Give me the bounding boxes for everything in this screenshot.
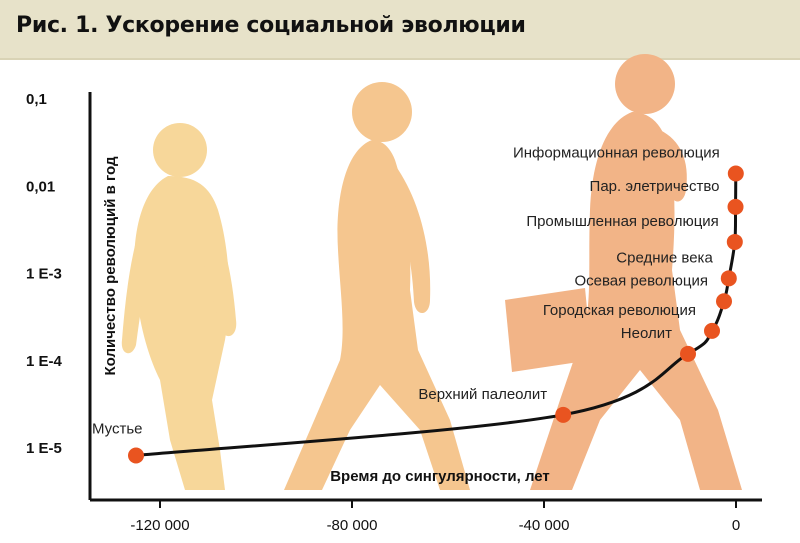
modern-human-silhouette [505, 54, 742, 490]
y-axis-title: Количество революций в год [102, 156, 119, 375]
y-tick-label: 0,1 [26, 91, 47, 108]
data-label: Средние века [616, 249, 713, 266]
x-axis-title: Время до сингулярности, лет [330, 468, 550, 485]
y-tick-label: 1 E-3 [26, 266, 62, 283]
figure-header: Рис. 1. Ускорение социальной эволюции [0, 0, 800, 58]
data-point [726, 233, 743, 250]
background-silhouettes [121, 54, 742, 490]
early-hominid-silhouette [121, 123, 237, 490]
data-label: Пар. элетричество [590, 178, 720, 195]
y-tick-label: 1 E-4 [26, 353, 63, 370]
data-point [727, 198, 744, 215]
walking-hominid-silhouette [284, 82, 470, 490]
x-tick-label: -120 000 [130, 517, 189, 534]
x-tick-label: -80 000 [327, 517, 378, 534]
data-label: Промышленная революция [526, 213, 718, 230]
data-point [555, 406, 572, 423]
header-divider [0, 58, 800, 60]
x-tick-label: 0 [732, 517, 740, 534]
data-points: Мустье Верхний палеолит Неолит Городская ре… [92, 145, 744, 464]
x-axis-ticks: -120 000 -80 000 -40 000 0 [130, 500, 740, 534]
data-point [716, 293, 732, 310]
data-label: Информационная революция [513, 145, 720, 162]
y-tick-label: 1 E-5 [26, 440, 62, 457]
data-point [720, 270, 737, 287]
data-point [704, 322, 720, 339]
data-label: Городская революция [543, 302, 696, 319]
y-tick-label: 0,01 [26, 178, 55, 195]
x-tick-label: -40 000 [519, 517, 570, 534]
y-axis-ticks: 0,1 0,01 1 E-3 1 E-4 1 E-5 [26, 91, 63, 457]
figure-title: Рис. 1. Ускорение социальной эволюции [16, 13, 526, 38]
data-point [680, 345, 696, 362]
data-point [128, 447, 144, 464]
data-label: Осевая революция [574, 272, 708, 289]
data-label: Верхний палеолит [418, 386, 547, 403]
data-label: Мустье [92, 421, 143, 438]
data-point [727, 165, 744, 182]
data-label: Неолит [621, 325, 672, 342]
